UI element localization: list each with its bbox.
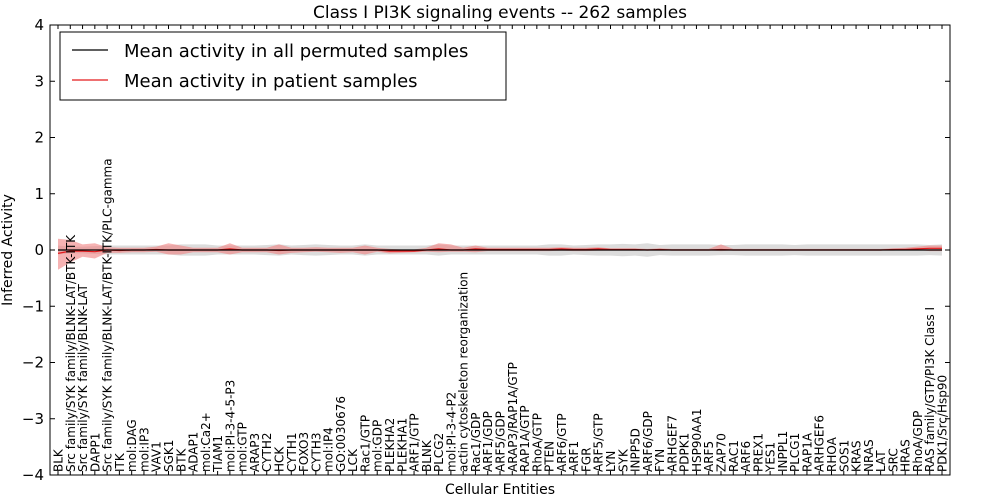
x-tick-label: HRAS	[899, 439, 913, 472]
x-tick-label: TIAM1	[211, 435, 225, 473]
x-tick-label: RhoA/GTP	[530, 413, 544, 472]
x-tick-label: PLEKHA1	[395, 418, 409, 472]
x-tick-label: mol:Ca2+	[199, 412, 213, 472]
x-tick-label: FGR	[579, 447, 593, 472]
legend-label-permuted: Mean activity in all permuted samples	[124, 41, 468, 62]
x-tick-label: BLK	[52, 448, 66, 472]
y-tick-label: 2	[34, 129, 44, 147]
x-tick-label: INPP5D	[629, 428, 643, 472]
y-tick-label: −1	[22, 297, 44, 315]
x-tick-label: PDPK1	[678, 433, 692, 472]
x-tick-label: ARHGEF7	[665, 415, 679, 472]
x-tick-label: RHOA	[825, 436, 839, 472]
x-tick-label: mol:DAG	[125, 419, 139, 472]
x-tick-label: ARF1/GDP	[481, 411, 495, 472]
y-tick-label: −3	[22, 410, 44, 428]
x-tick-label: ARHGEF6	[813, 415, 827, 472]
legend: Mean activity in all permuted samples Me…	[59, 31, 507, 101]
x-tick-label: Src family/SYK family/BLNK-LAT	[76, 283, 90, 472]
x-tick-label: ARF1/GTP	[408, 413, 422, 472]
y-tick-label: 1	[34, 185, 44, 203]
x-tick-label: actin cytoskeleton reorganization	[457, 272, 471, 472]
x-tick-label: RAP1A	[800, 432, 814, 472]
x-tick-label: ARF6/GTP	[555, 413, 569, 472]
x-tick-label: PTEN	[543, 441, 557, 472]
x-tick-label: ITK	[113, 452, 127, 472]
x-tick-label: GO:0030676	[334, 396, 348, 472]
y-axis-label: Inferred Activity	[0, 194, 16, 306]
x-tick-label: FYN	[653, 449, 667, 472]
x-tick-label: Src family/SYK family/BLNK-LAT/BTK-ITK/P…	[101, 158, 115, 472]
x-tick-label: ARF5	[702, 441, 716, 472]
x-tick-label: mol:IP4	[322, 427, 336, 472]
x-tick-label: ADAP1	[187, 432, 201, 472]
x-tick-label: PLEKHA2	[383, 418, 397, 472]
x-tick-label: Src family/SYK family/BLNK-LAT/BTK-ITK	[64, 234, 78, 472]
x-tick-label: ARF6/GDP	[641, 411, 655, 472]
x-tick-label: ARAP3	[248, 433, 262, 472]
band-patient	[58, 238, 942, 270]
x-tick-label: mol:PI-3-4-P2	[444, 392, 458, 472]
x-tick-label: LYN	[604, 451, 618, 472]
x-tick-label: NRAS	[862, 439, 876, 472]
y-axis-ticks: −4 −3 −2 −1 0 1 2 3 4	[22, 16, 950, 484]
x-tick-label: INPPL1	[776, 431, 790, 472]
x-tick-label: SRC	[886, 448, 900, 472]
x-tick-label: PLCG2	[432, 433, 446, 472]
x-tick-label: mol:IP3	[137, 427, 151, 472]
x-tick-label: SYK	[616, 448, 630, 472]
x-tick-label: PDK1/Src/Hsp90	[936, 375, 950, 472]
x-tick-label: HCK	[273, 446, 287, 472]
x-tick-label: ARF5/GTP	[592, 413, 606, 472]
x-tick-label: HSP90AA1	[690, 408, 704, 472]
confidence-bands	[58, 238, 942, 270]
x-tick-label: RhoA/GDP	[911, 411, 925, 472]
x-tick-label: ARF6	[739, 441, 753, 472]
legend-box	[59, 31, 507, 101]
x-tick-label: RAS family/GTP/PI3K Class I	[923, 307, 937, 472]
x-axis-label: Cellular Entities	[445, 482, 555, 498]
x-axis-ticks	[57, 25, 943, 475]
y-tick-label: −2	[22, 354, 44, 372]
y-tick-label: 4	[34, 16, 44, 34]
x-tick-label: VAV1	[150, 441, 164, 472]
y-tick-label: 3	[34, 72, 44, 90]
x-tick-label: KRAS	[850, 440, 864, 472]
x-tick-label: CYTH1	[285, 433, 299, 473]
x-tick-label: LCK	[346, 448, 360, 472]
x-tick-label: ARF1	[567, 441, 581, 472]
x-tick-label: ARF5/GDP	[494, 411, 508, 472]
x-tick-label: RAC1	[727, 440, 741, 472]
x-tick-label: YES1	[764, 442, 778, 473]
x-tick-label: Rac1/GDP	[469, 413, 483, 472]
x-tick-label: BTK	[174, 447, 188, 472]
y-tick-label: −4	[22, 466, 44, 484]
x-tick-label: PREX1	[751, 433, 765, 472]
x-tick-label: Rac1/GTP	[358, 415, 372, 472]
x-tick-label: FOXO3	[297, 432, 311, 472]
x-tick-label: SGK1	[162, 440, 176, 472]
x-tick-label: DAPP1	[88, 433, 102, 472]
x-tick-label: CYTH3	[309, 433, 323, 473]
chart-title: Class I PI3K signaling events -- 262 sam…	[313, 3, 687, 23]
series-lines	[57, 247, 942, 254]
x-tick-label: RAP1A/GTP	[518, 405, 532, 472]
x-tick-label: mol:GTP	[236, 422, 250, 472]
x-tick-label: mol:PI-3-4-5-P3	[223, 380, 237, 472]
x-tick-label: ZAP70	[715, 433, 729, 472]
x-tick-label: mol:GDP	[371, 420, 385, 472]
x-tick-label: LAT	[874, 450, 888, 472]
x-tick-label: BLNK	[420, 439, 434, 472]
x-tick-label: CYTH2	[260, 433, 274, 473]
x-tick-label: ARAP3/RAP1A/GTP	[506, 362, 520, 472]
y-tick-label: 0	[34, 241, 44, 259]
legend-label-patient: Mean activity in patient samples	[124, 71, 418, 92]
x-tick-label: PLCG1	[788, 433, 802, 472]
x-tick-label: SOS1	[837, 440, 851, 472]
